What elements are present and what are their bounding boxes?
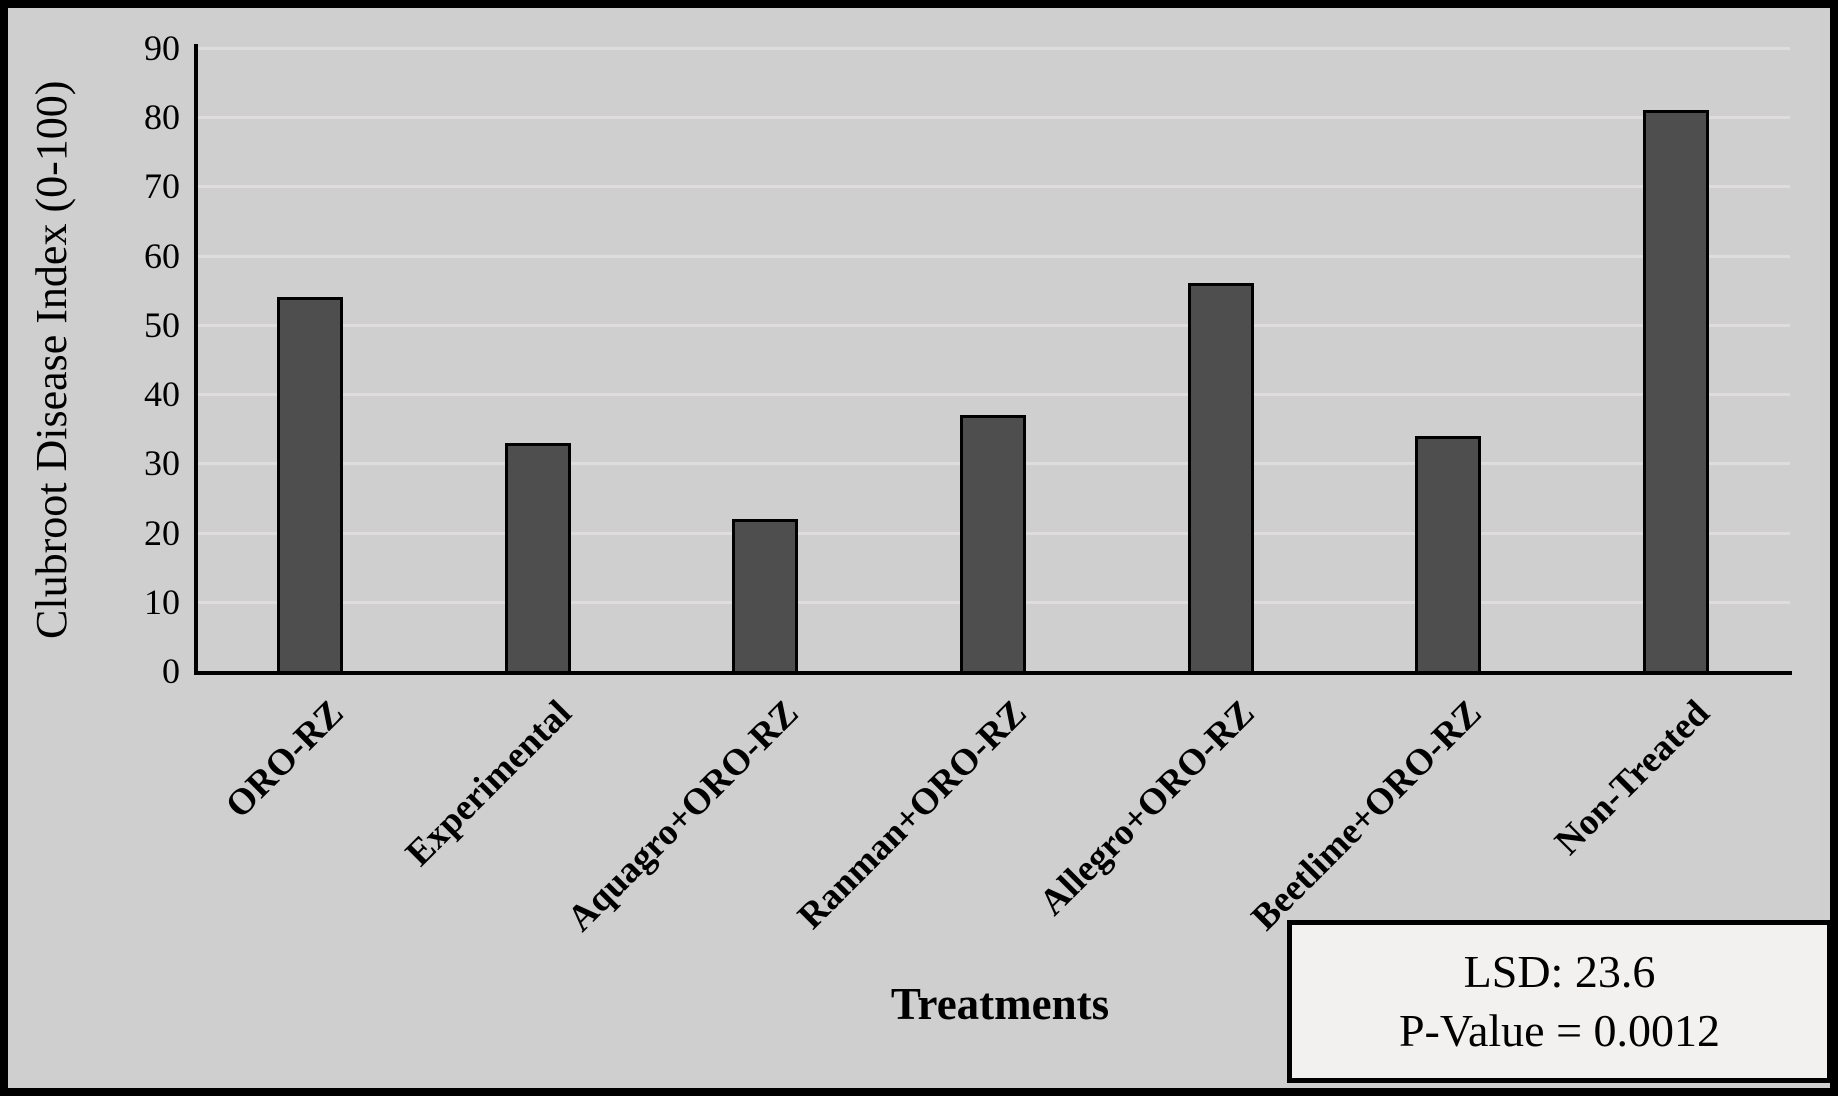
bar-Aquagro+ORO-RZ xyxy=(732,519,798,671)
y-axis-line xyxy=(194,44,198,675)
bar-Non-Treated xyxy=(1643,110,1709,671)
bar-Ranman+ORO-RZ xyxy=(960,415,1026,671)
p-value-text: P-Value = 0.0012 xyxy=(1398,1004,1721,1056)
bar-Experimental xyxy=(505,443,571,671)
y-tick-label-10: 10 xyxy=(144,582,180,622)
x-axis-line xyxy=(194,671,1792,675)
lsd-value-text: LSD: 23.6 xyxy=(1463,945,1656,997)
y-tick-label-50: 50 xyxy=(144,305,180,345)
bar-ORO-RZ xyxy=(277,297,343,671)
y-tick-label-70: 70 xyxy=(144,166,180,206)
stats-annotation-box: LSD: 23.6 P-Value = 0.0012 xyxy=(1287,920,1832,1083)
bar-Beetlime+ORO-RZ xyxy=(1415,436,1481,671)
y-tick-label-60: 60 xyxy=(144,236,180,276)
bar-Allegro+ORO-RZ xyxy=(1188,283,1254,671)
x-axis-title: Treatments xyxy=(890,979,1110,1029)
y-tick-label-40: 40 xyxy=(144,374,180,414)
gridline-90 xyxy=(196,47,1790,50)
y-tick-label-0: 0 xyxy=(162,651,180,691)
y-axis-title: Clubroot Disease Index (0-100) xyxy=(27,80,76,640)
y-tick-label-80: 80 xyxy=(144,97,180,137)
y-tick-label-20: 20 xyxy=(144,513,180,553)
gridline-40 xyxy=(196,393,1790,396)
gridline-50 xyxy=(196,324,1790,327)
gridline-70 xyxy=(196,185,1790,188)
gridline-60 xyxy=(196,255,1790,258)
y-tick-label-90: 90 xyxy=(144,28,180,68)
gridline-80 xyxy=(196,116,1790,119)
y-tick-label-30: 30 xyxy=(144,443,180,483)
